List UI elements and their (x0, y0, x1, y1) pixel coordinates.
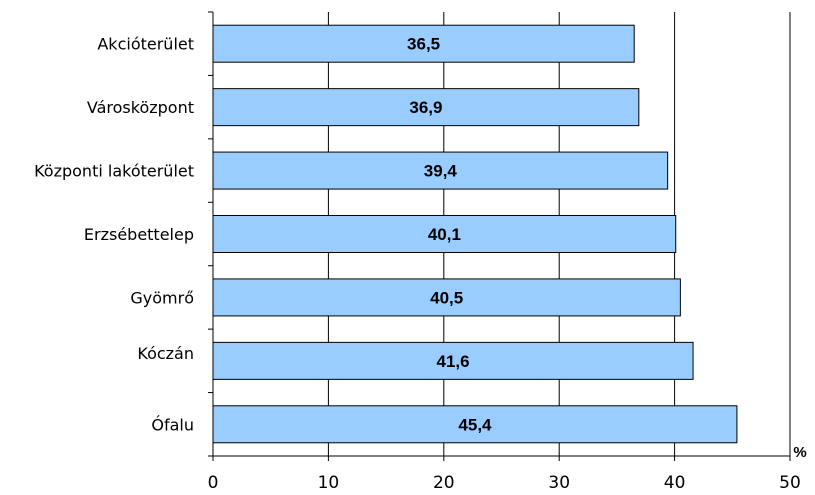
x-tick-label: 0 (208, 473, 219, 493)
x-unit-label: % (793, 444, 806, 461)
data-label: 41,6 (436, 352, 469, 371)
bar (212, 341, 694, 380)
bar (212, 405, 738, 444)
data-label: 45,4 (458, 415, 492, 434)
x-tick-label: 10 (318, 473, 340, 493)
axes (208, 11, 791, 461)
category-label: Ófalu (151, 415, 194, 434)
data-label: 36,9 (409, 98, 442, 117)
x-tick-labels: 0 10 20 30 40 50 (208, 473, 801, 493)
category-label: Városközpont (87, 98, 194, 117)
category-label: Központi lakóterület (34, 162, 194, 181)
bar (212, 151, 669, 190)
data-label: 40,1 (428, 225, 461, 244)
x-tick-label: 50 (779, 473, 801, 493)
x-tick-label: 40 (664, 473, 686, 493)
category-label: Kóczán (137, 344, 194, 363)
bar (212, 24, 635, 63)
category-labels: Akcióterület Városközpont Központi lakóter… (34, 35, 194, 435)
category-label: Erzsébettelep (84, 225, 194, 244)
bar (212, 278, 681, 317)
category-label: Gyömrő (130, 288, 194, 307)
bars: 36,5 36,9 39,4 40,1 40,5 41,6 45,4 (212, 24, 738, 444)
category-label: Akcióterület (97, 35, 194, 54)
data-label: 40,5 (430, 288, 463, 307)
data-label: 39,4 (424, 162, 458, 181)
x-tick-label: 20 (433, 473, 455, 493)
data-label: 36,5 (407, 35, 440, 54)
x-tick-label: 30 (548, 473, 570, 493)
bar (212, 215, 677, 253)
